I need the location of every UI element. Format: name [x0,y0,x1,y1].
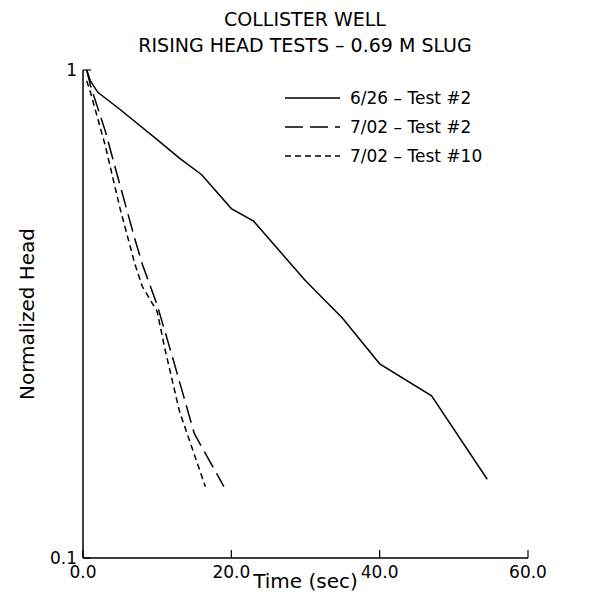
x-tick-label: 60.0 [509,562,547,582]
legend: 6/26 – Test #2 7/02 – Test #2 7/02 – Test … [285,88,482,166]
plot-area [87,70,488,487]
x-tick [82,550,83,558]
y-axis [82,70,84,558]
subtitle: RISING HEAD TESTS – 0.69 M SLUG [138,34,471,56]
legend-swatch [285,97,340,99]
y-tick-label: 1 [66,60,77,80]
legend-label: 7/02 – Test #2 [350,117,471,137]
legend-label: 6/26 – Test #2 [350,88,471,108]
title: COLLISTER WELL [224,8,386,30]
series-line [87,70,224,487]
legend-label: 7/02 – Test #10 [350,146,482,166]
x-tick [527,550,528,558]
x-axis [83,557,528,559]
legend-swatch [285,155,340,157]
x-tick-label: 40.0 [361,562,399,582]
legend-swatch [285,126,340,128]
chart: COLLISTER WELL RISING HEAD TESTS – 0.69 M… [0,0,600,596]
y-label: Normalized Head [15,228,39,400]
y-tick [83,557,91,558]
x-label: Time (sec) [252,569,358,593]
x-tick-label: 20.0 [212,562,250,582]
y-tick-label: 0.1 [50,548,77,568]
x-tick [231,550,232,558]
x-tick [379,550,380,558]
series-line [87,81,206,487]
